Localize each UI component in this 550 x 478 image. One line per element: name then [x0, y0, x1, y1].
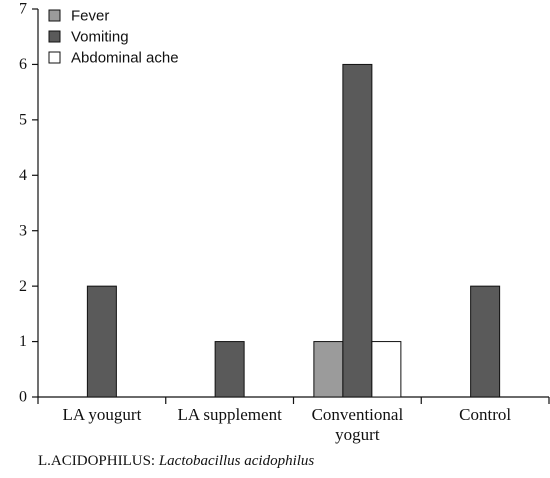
legend-swatch: [48, 30, 61, 43]
bar-vomiting: [214, 341, 245, 398]
legend: Fever Vomiting Abdominal ache: [48, 7, 179, 66]
bar-abdominal-ache: [371, 341, 402, 398]
footnote-prefix: L.ACIDOPHILUS:: [38, 453, 159, 469]
y-tick-label: 2: [19, 278, 27, 295]
bar-vomiting: [470, 285, 501, 398]
x-category-label-line: LA yougurt: [62, 405, 141, 424]
bar-vomiting: [342, 63, 373, 398]
bar-vomiting: [86, 285, 117, 398]
x-category-label-line: yogurt: [335, 425, 380, 444]
x-category-label: LA supplement: [177, 405, 282, 424]
y-tick-label: 1: [19, 333, 27, 350]
y-tick-label: 0: [19, 389, 27, 406]
y-tick-label: 3: [19, 222, 27, 239]
legend-label: Fever: [71, 7, 109, 24]
x-category-label-line: LA supplement: [177, 405, 282, 424]
x-category-label-line: Control: [459, 405, 511, 424]
x-category-label: LA yougurt: [62, 405, 141, 424]
footnote-italic: Lactobacillus acidophilus: [158, 453, 315, 469]
y-tick-label: 4: [19, 167, 27, 184]
y-tick-label: 6: [19, 56, 27, 73]
legend-swatch: [48, 9, 61, 22]
y-axis: 0 1 2 3 4 5 6 7: [19, 1, 39, 406]
x-category-label-line: Conventional: [312, 405, 404, 424]
footnote: L.ACIDOPHILUS: Lactobacillus acidophilus: [38, 453, 314, 470]
y-tick-label: 5: [19, 112, 27, 129]
legend-swatch: [48, 51, 61, 64]
legend-label: Vomiting: [71, 28, 129, 45]
y-tick-label: 7: [19, 1, 27, 18]
legend-label: Abdominal ache: [71, 49, 179, 66]
x-category-label: Conventional yogurt: [312, 405, 404, 444]
x-category-label: Control: [459, 405, 511, 424]
x-axis: LA yougurt LA supplement Conventional yogur…: [37, 396, 550, 444]
bar-fever: [313, 341, 344, 398]
bars: [86, 63, 501, 398]
